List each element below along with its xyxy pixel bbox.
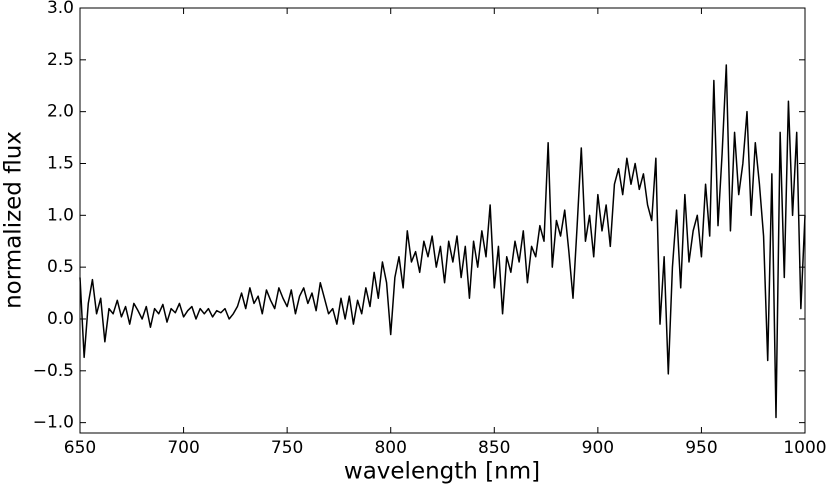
x-tick-label: 850 [478, 438, 510, 458]
x-tick-label: 900 [582, 438, 614, 458]
y-tick-label: 1.5 [47, 153, 74, 173]
y-tick-label: 1.0 [47, 205, 74, 225]
y-tick-label: 3.0 [47, 0, 74, 18]
x-axis-title: wavelength [nm] [344, 459, 540, 485]
y-tick-label: 2.5 [47, 50, 74, 70]
y-tick-label: −1.0 [33, 413, 74, 433]
y-tick-label: 0.0 [47, 309, 74, 329]
y-tick-label: −0.5 [33, 361, 74, 381]
x-tick-label: 750 [271, 438, 303, 458]
y-tick-label: 0.5 [47, 257, 74, 277]
y-tick-label: 2.0 [47, 102, 74, 122]
x-tick-label: 650 [64, 438, 96, 458]
x-tick-label: 800 [374, 438, 406, 458]
y-axis-title: normalized flux [1, 131, 27, 309]
x-tick-label: 700 [167, 438, 199, 458]
x-tick-label: 1000 [783, 438, 826, 458]
spectrum-line [79, 64, 806, 419]
x-tick-label: 950 [685, 438, 717, 458]
